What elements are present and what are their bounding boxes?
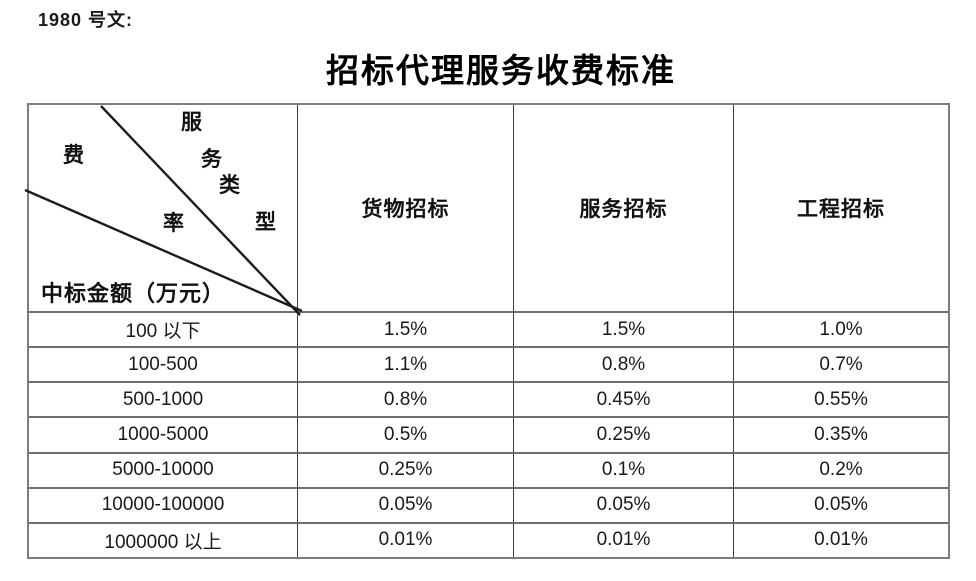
row-range: 1000-5000 [29,416,297,451]
corner-axis-service-type-char: 务 [201,147,222,171]
rate-goods: 0.25% [297,451,513,487]
corner-axis-rate-char: 率 [163,211,184,235]
column-header-goods: 货物招标 [297,105,513,311]
rate-goods: 1.5% [297,311,513,347]
rate-service: 0.05% [513,486,733,522]
row-range: 500-1000 [29,381,297,416]
rate-goods: 0.8% [297,381,513,417]
fee-standard-table: 服 务 类 型 费 率 中标金额（万元） 货物招标 服务招标 工程招标 100 … [24,103,950,559]
rate-engineering: 0.01% [733,521,948,557]
rate-engineering: 1.0% [733,311,948,347]
rate-service: 0.1% [513,451,733,487]
corner-axis-service-type-char: 类 [219,173,240,197]
rate-goods: 0.05% [297,486,513,522]
rate-goods: 0.01% [297,521,513,557]
rate-service: 1.5% [513,311,733,347]
column-header-engineering: 工程招标 [733,105,948,311]
row-range: 100 以下 [29,311,297,346]
rate-engineering: 0.35% [733,416,948,452]
column-header-service: 服务招标 [513,105,733,311]
rate-service: 0.45% [513,381,733,417]
corner-axis-service-type-char: 服 [181,110,202,134]
rate-engineering: 0.7% [733,346,948,382]
corner-row-axis-label: 中标金额（万元） [41,281,226,306]
rate-engineering: 0.05% [733,486,948,522]
corner-axis-rate-char: 费 [63,143,84,167]
document-number: 1980 号文: [38,10,134,30]
page-title: 招标代理服务收费标准 [326,54,676,90]
table-corner-cell: 服 务 类 型 费 率 中标金额（万元） [24,105,303,316]
row-range: 10000-100000 [29,486,297,522]
diagonal-divider-lines [24,105,303,316]
rate-service: 0.01% [513,521,733,557]
corner-axis-service-type-char: 型 [255,210,276,234]
rate-service: 0.25% [513,416,733,452]
rate-engineering: 0.2% [733,451,948,487]
row-range: 100-500 [29,346,297,381]
rate-engineering: 0.55% [733,381,948,417]
rate-goods: 0.5% [297,416,513,452]
row-range: 5000-10000 [29,451,297,487]
rate-service: 0.8% [513,346,733,382]
row-range: 1000000 以上 [29,521,297,557]
rate-goods: 1.1% [297,346,513,382]
